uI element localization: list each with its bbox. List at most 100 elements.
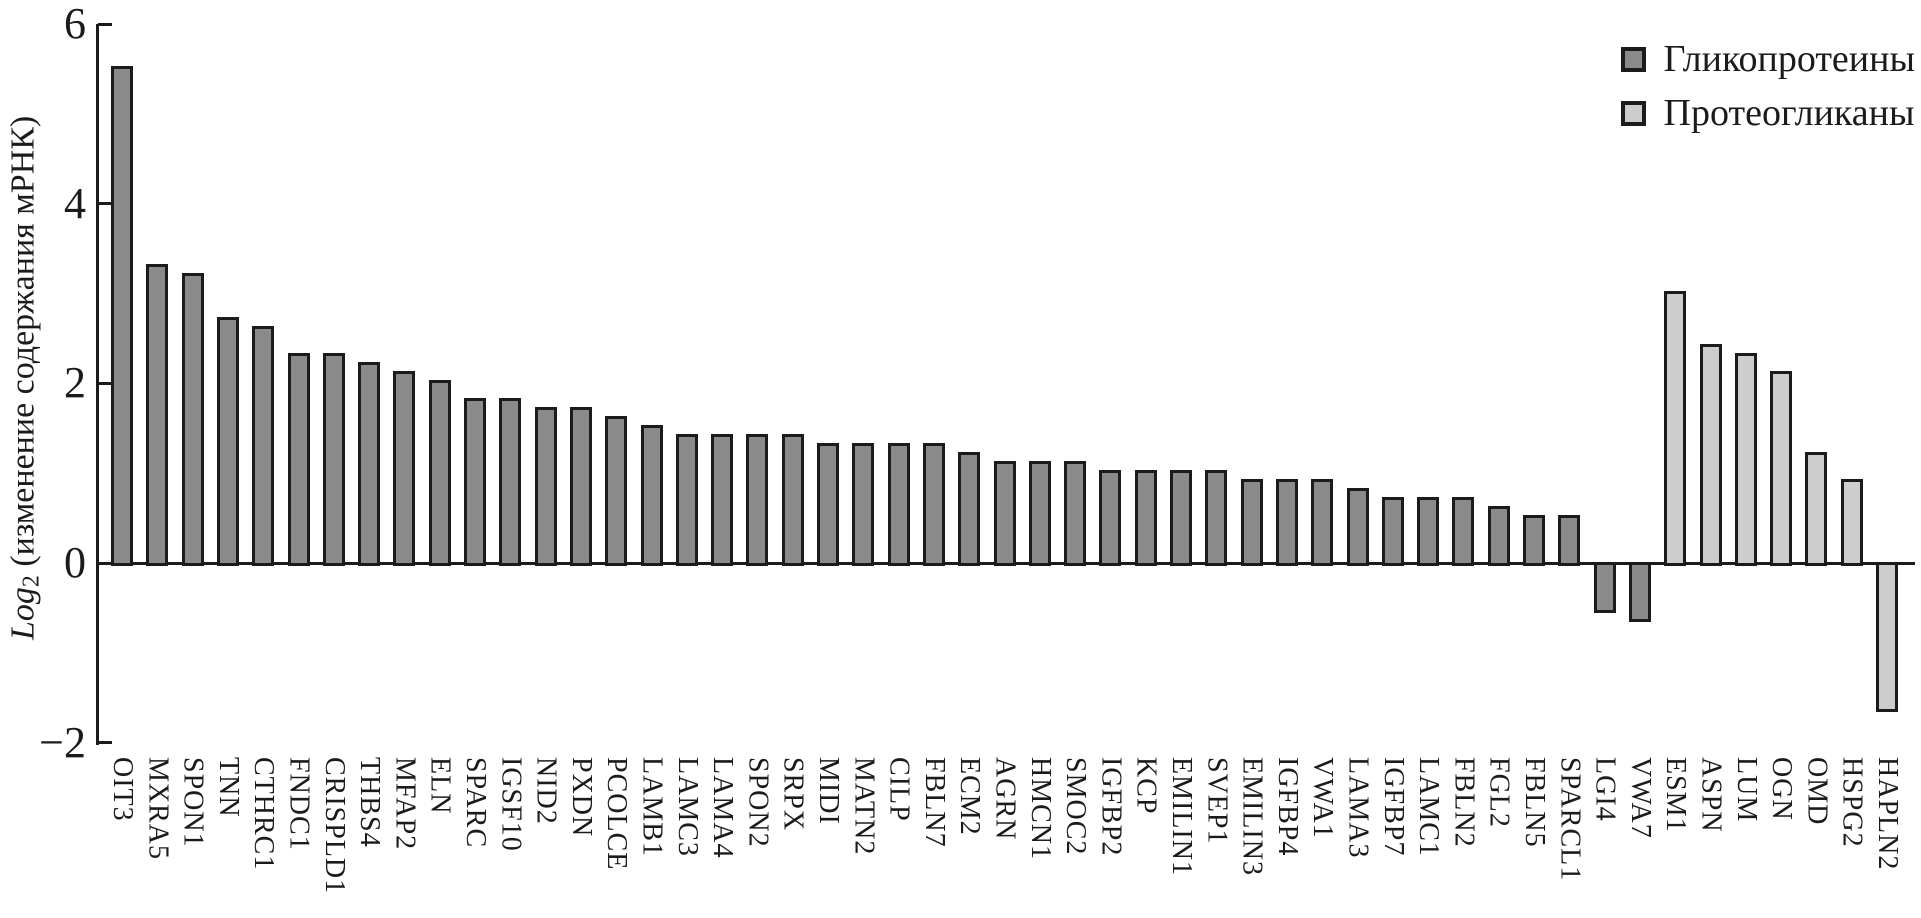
legend-swatch-icon — [1620, 46, 1646, 72]
x-label-SMOC2: SMOC2 — [1060, 757, 1092, 856]
bar-LUM — [1734, 353, 1757, 566]
x-label-ASPN: ASPN — [1695, 757, 1727, 833]
bar-MIDI — [817, 443, 839, 566]
bar-TNN — [216, 317, 239, 566]
x-label-TNN: TNN — [212, 757, 244, 818]
bar-LAMA3 — [1346, 488, 1369, 566]
bar-LAMC1 — [1417, 497, 1440, 566]
x-label-SVEP1: SVEP1 — [1201, 757, 1233, 845]
x-label-OMD: OMD — [1801, 757, 1833, 826]
bar-THBS4 — [358, 362, 381, 566]
x-label-SPON1: SPON1 — [177, 757, 209, 848]
bar-SPON2 — [746, 434, 769, 566]
bar-LAMC3 — [675, 434, 698, 566]
x-label-FBLN7: FBLN7 — [918, 757, 950, 848]
x-label-CTHRC1: CTHRC1 — [248, 757, 280, 871]
x-label-HSPG2: HSPG2 — [1836, 757, 1868, 848]
bar-SPARC — [464, 398, 486, 566]
x-label-THBS4: THBS4 — [354, 757, 386, 848]
bar-EMILIN3 — [1240, 479, 1263, 566]
x-label-SRPX: SRPX — [777, 757, 809, 832]
bar-OMD — [1805, 452, 1828, 566]
y-axis-line — [96, 24, 99, 745]
bar-IGFBP7 — [1381, 497, 1404, 566]
legend-label: Гликопротеины — [1663, 38, 1915, 80]
bar-HAPLN2 — [1876, 562, 1898, 712]
y-axis-title-log: Log — [4, 587, 42, 641]
bar-KCP — [1134, 470, 1157, 566]
x-label-FBLN5: FBLN5 — [1519, 757, 1550, 848]
bar-FBLN7 — [922, 443, 945, 566]
bar-CTHRC1 — [252, 326, 275, 566]
bar-SRPX — [781, 434, 804, 566]
legend: Гликопротеины Протеогликаны — [1620, 38, 1915, 134]
bar-AGRN — [993, 461, 1016, 566]
x-label-OIT3: OIT3 — [107, 757, 138, 822]
x-label-MATN2: MATN2 — [848, 757, 880, 856]
x-label-LAMC3: LAMC3 — [671, 757, 703, 857]
bar-CRISPLD1 — [322, 353, 345, 566]
bar-SMOC2 — [1064, 461, 1087, 566]
y-tick-label-6: 6 — [64, 0, 86, 48]
y-tick-mark--2 — [98, 741, 112, 745]
x-label-VWA1: VWA1 — [1307, 757, 1339, 839]
bar-FBLN5 — [1523, 515, 1545, 566]
x-label-LAMB1: LAMB1 — [636, 757, 668, 857]
x-label-CRISPLD1: CRISPLD1 — [318, 757, 350, 895]
bar-IGFBP2 — [1099, 470, 1122, 566]
bar-IGSF10 — [499, 398, 522, 566]
x-label-IGFBP4: IGFBP4 — [1271, 757, 1303, 857]
x-label-LAMA4: LAMA4 — [707, 757, 739, 859]
x-label-EMILIN1: EMILIN1 — [1166, 757, 1197, 876]
bar-HMCN1 — [1028, 461, 1051, 566]
y-tick-mark-6 — [98, 22, 112, 26]
x-label-ECM2: ECM2 — [954, 757, 986, 836]
x-label-ESM1: ESM1 — [1660, 757, 1692, 833]
x-label-NID2: NID2 — [530, 757, 562, 825]
bar-SPON1 — [181, 272, 204, 566]
bar-OGN — [1770, 371, 1793, 566]
x-label-FNDC1: FNDC1 — [283, 757, 315, 851]
bar-FGL2 — [1487, 506, 1510, 566]
bar-ESM1 — [1664, 290, 1687, 566]
bar-ELN — [428, 380, 451, 566]
x-label-OGN: OGN — [1766, 757, 1798, 821]
x-label-AGRN: AGRN — [989, 757, 1021, 841]
bar-PXDN — [569, 407, 592, 566]
x-label-LAMC1: LAMC1 — [1413, 757, 1445, 857]
x-label-CILP: CILP — [883, 757, 915, 822]
legend-item-1: Протеогликаны — [1620, 92, 1915, 134]
bar-CILP — [887, 443, 910, 566]
bar-VWA1 — [1311, 479, 1334, 566]
x-label-FGL2: FGL2 — [1483, 757, 1515, 828]
bar-FBLN2 — [1452, 497, 1475, 566]
bar-ASPN — [1699, 344, 1722, 566]
x-label-EMILIN3: EMILIN3 — [1236, 757, 1268, 876]
bar-MXRA5 — [146, 263, 169, 566]
bar-LGI4 — [1593, 562, 1616, 613]
y-tick-mark-0 — [98, 561, 112, 565]
x-label-LGI4: LGI4 — [1589, 757, 1621, 822]
x-label-IGFBP2: IGFBP2 — [1095, 757, 1127, 857]
x-label-SPARC: SPARC — [460, 757, 491, 849]
y-tick-mark-4 — [98, 202, 112, 206]
y-tick-label--2: −2 — [39, 717, 86, 767]
bar-FNDC1 — [287, 353, 310, 566]
x-label-FBLN2: FBLN2 — [1448, 757, 1480, 848]
x-label-VWA7: VWA7 — [1624, 757, 1656, 839]
y-tick-mark-2 — [98, 381, 112, 385]
x-label-LUM: LUM — [1730, 757, 1762, 823]
bar-SVEP1 — [1205, 470, 1228, 566]
bar-NID2 — [534, 407, 557, 566]
x-label-HAPLN2: HAPLN2 — [1872, 757, 1903, 871]
bar-IGFBP4 — [1275, 479, 1298, 566]
x-label-MIDI: MIDI — [813, 757, 844, 825]
x-label-KCP: KCP — [1130, 757, 1162, 815]
y-tick-label-2: 2 — [64, 358, 86, 408]
bar-MFAP2 — [393, 371, 416, 566]
bar-HSPG2 — [1840, 479, 1863, 566]
x-label-HMCN1: HMCN1 — [1024, 757, 1056, 861]
legend-item-0: Гликопротеины — [1620, 38, 1915, 80]
legend-label: Протеогликаны — [1663, 92, 1915, 134]
x-label-MXRA5: MXRA5 — [142, 757, 174, 861]
